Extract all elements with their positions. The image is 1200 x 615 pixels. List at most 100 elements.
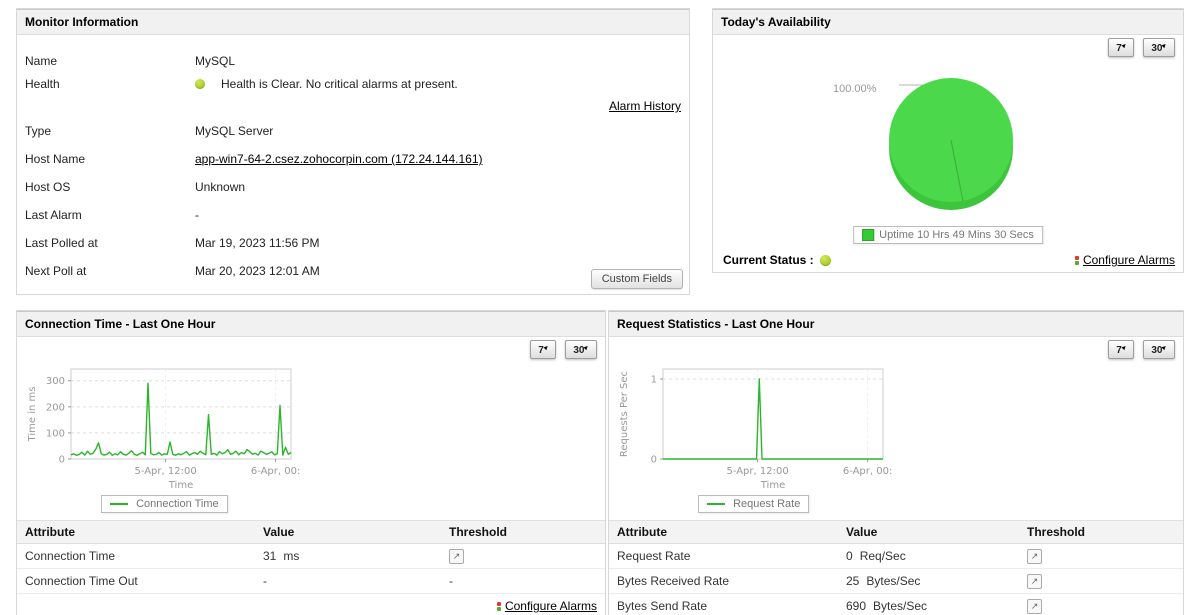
info-value: app-win7-64-2.csez.zohocorpin.com (172.2… <box>195 152 689 166</box>
chart-arrow-icon: ▸ <box>542 343 550 352</box>
info-value-text: Mar 20, 2023 12:01 AM <box>195 264 320 278</box>
info-value-text: MySQL Server <box>195 124 274 138</box>
threshold-chart-icon[interactable]: ↗ <box>1027 599 1042 614</box>
value-text: 0 <box>846 549 853 563</box>
availability-pie-chart <box>889 78 1013 210</box>
info-value: MySQL Server <box>195 124 689 138</box>
range-7-days-button[interactable]: 7▸ <box>1108 38 1135 57</box>
column-header: Attribute <box>617 525 667 539</box>
attribute-cell: Bytes Received Rate <box>617 574 730 588</box>
info-value: Mar 19, 2023 11:56 PM <box>195 236 689 250</box>
column-header: Attribute <box>25 525 75 539</box>
traffic-light-icon <box>496 601 501 611</box>
configure-alarms-link[interactable]: Configure Alarms <box>504 599 597 613</box>
threshold-cell: ↗ <box>1027 573 1183 589</box>
connection-legend-label: Connection Time <box>136 498 219 510</box>
request-statistics-title: Request Statistics - Last One Hour <box>609 311 1183 337</box>
connection-time-legend: Connection Time <box>101 495 228 513</box>
table-row: Request Rate 0 Req/Sec ↗ <box>609 544 1183 569</box>
configure-alarms-link[interactable]: Configure Alarms <box>1082 253 1175 267</box>
value-cell: - <box>263 574 449 588</box>
status-ok-icon <box>819 254 831 266</box>
uptime-legend-label: Uptime 10 Hrs 49 Mins 30 Secs <box>879 229 1034 241</box>
value-unit: Req/Sec <box>859 549 906 563</box>
column-header: Threshold <box>1027 525 1086 539</box>
value-text: 690 <box>846 599 867 613</box>
svg-text:0: 0 <box>59 455 65 466</box>
availability-range-buttons: 7▸ 30▸ <box>1108 38 1175 57</box>
traffic-light-icon <box>1074 255 1079 265</box>
threshold-chart-icon[interactable]: ↗ <box>1027 549 1042 564</box>
info-value: Health is Clear. No critical alarms at p… <box>195 75 689 91</box>
configure-alarms[interactable]: Configure Alarms <box>1074 253 1175 267</box>
info-row: Next Poll at Mar 20, 2023 12:01 AM <box>17 257 689 285</box>
info-label: Last Alarm <box>25 208 82 222</box>
chart-arrow-icon: ▸ <box>583 343 591 352</box>
column-header: Value <box>846 525 878 539</box>
threshold-chart-icon[interactable]: ↗ <box>1027 574 1042 589</box>
svg-text:0: 0 <box>651 455 657 466</box>
range-7-days-button[interactable]: 7▸ <box>530 340 557 359</box>
svg-text:Time in ms: Time in ms <box>27 387 38 443</box>
info-value-text: Unknown <box>195 180 246 194</box>
info-value: - <box>195 208 689 222</box>
request-attr-table: Attribute Value Threshold Request Rate 0 Req/… <box>609 520 1183 615</box>
red-dot <box>496 601 501 606</box>
attribute-cell: Connection Time Out <box>25 574 138 588</box>
info-label: Next Poll at <box>25 264 87 278</box>
svg-text:300: 300 <box>46 376 65 387</box>
svg-text:Time: Time <box>168 480 193 491</box>
monitor-info-body: Name MySQL Health Health is Clear. No criti… <box>17 35 689 285</box>
connection-range-buttons: 7▸ 30▸ <box>530 340 597 359</box>
uptime-legend: Uptime 10 Hrs 49 Mins 30 Secs <box>853 226 1043 244</box>
range-30-days-button[interactable]: 30▸ <box>1143 340 1175 359</box>
svg-text:5-Apr, 12:00: 5-Apr, 12:00 <box>726 466 788 477</box>
connection-time-title: Connection Time - Last One Hour <box>17 311 605 337</box>
request-rate-legend: Request Rate <box>698 495 810 513</box>
range-30-days-button[interactable]: 30▸ <box>565 340 597 359</box>
threshold-chart-icon[interactable]: ↗ <box>449 549 464 564</box>
table-row: Bytes Received Rate 25 Bytes/Sec ↗ <box>609 569 1183 594</box>
value-unit: Bytes/Sec <box>866 574 921 588</box>
info-value: Mar 20, 2023 12:01 AM <box>195 264 689 278</box>
threshold-cell: ↗ <box>449 548 605 564</box>
request-statistics-panel: Request Statistics - Last One Hour 7▸ 30▸… <box>608 310 1184 615</box>
connection-time-panel: Connection Time - Last One Hour 7▸ 30▸ 0 1… <box>16 310 606 615</box>
info-label: Host OS <box>25 180 71 194</box>
info-value-text: - <box>195 208 199 222</box>
column-header: Threshold <box>449 525 508 539</box>
info-value-text: MySQL <box>195 54 236 68</box>
custom-fields-button[interactable]: Custom Fields <box>590 269 683 289</box>
attribute-cell: Connection Time <box>25 549 116 563</box>
threshold-cell: ↗ <box>1027 548 1183 564</box>
connection-time-chart: 0 100 200 300 5-Apr, 12:00 6-Apr, 00: Time in … <box>27 368 301 491</box>
table-footer: Configure Alarms <box>17 594 605 615</box>
info-row: Last Alarm - <box>17 201 689 229</box>
svg-text:6-Apr, 00:: 6-Apr, 00: <box>843 466 893 477</box>
threshold-cell: ↗ <box>1027 598 1183 614</box>
svg-text:1: 1 <box>651 375 657 386</box>
configure-alarms[interactable]: Configure Alarms <box>496 599 597 613</box>
value-text: - <box>263 574 267 588</box>
range-7-days-button[interactable]: 7▸ <box>1108 340 1135 359</box>
range-30-days-button[interactable]: 30▸ <box>1143 38 1175 57</box>
table-row: Connection Time 31 ms ↗ <box>17 544 605 569</box>
info-row: Type MySQL Server <box>17 117 689 145</box>
availability-title: Today's Availability <box>713 9 1183 35</box>
value-unit: Bytes/Sec <box>873 599 928 613</box>
info-row: Host Name app-win7-64-2.csez.zohocorpin.c… <box>17 145 689 173</box>
info-label: Host Name <box>25 152 86 166</box>
host-name-link[interactable]: app-win7-64-2.csez.zohocorpin.com (172.2… <box>195 152 483 166</box>
table-row: Connection Time Out - - <box>17 569 605 594</box>
connection-attr-table: Attribute Value Threshold Connection Time 31… <box>17 520 605 615</box>
value-cell: 0 Req/Sec <box>846 549 1027 563</box>
info-value-text: Mar 19, 2023 11:56 PM <box>195 236 320 250</box>
svg-text:Time: Time <box>760 480 785 491</box>
attribute-cell: Request Rate <box>617 549 691 563</box>
info-value: MySQL <box>195 54 689 68</box>
svg-text:6-Apr, 00:: 6-Apr, 00: <box>251 466 301 477</box>
health-status: Health is Clear. No critical alarms at p… <box>195 77 689 91</box>
info-label: Type <box>25 124 52 138</box>
request-legend-label: Request Rate <box>733 498 801 510</box>
alarm-history-link[interactable]: Alarm History <box>608 99 681 113</box>
